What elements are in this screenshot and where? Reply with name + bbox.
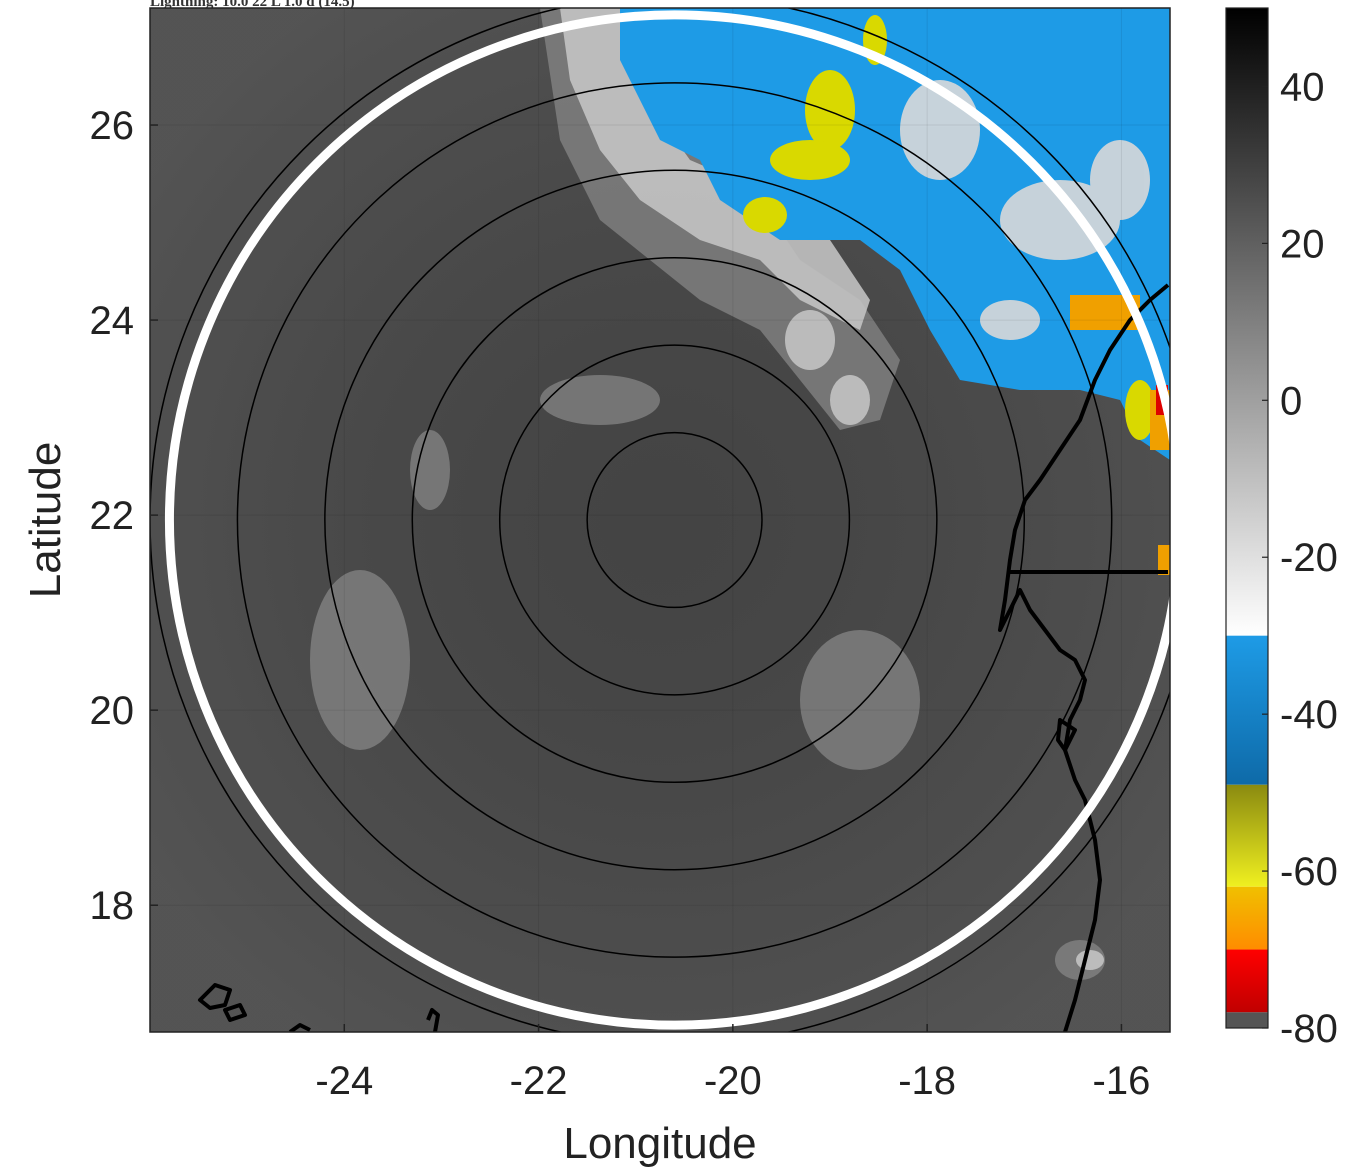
y-tick-label: 18 (90, 884, 135, 928)
x-tick-label: -18 (898, 1059, 956, 1103)
range-ring-3 (411, 256, 938, 784)
coastline (198, 283, 1170, 1032)
colorbar-tick-label: -60 (1280, 850, 1338, 894)
colorbar-tick-label: 40 (1280, 65, 1325, 109)
colorbar-segment-2 (1226, 784, 1268, 887)
x-axis: -24 -22 -20 -18 -16 (315, 1024, 1150, 1103)
colorbar-tick-label: -40 (1280, 693, 1338, 737)
x-tick-label: -22 (510, 1059, 568, 1103)
y-axis: 18 20 22 24 26 (90, 104, 158, 928)
range-ring-1 (586, 431, 763, 609)
colorbar-tick-label: -80 (1280, 1007, 1338, 1051)
y-tick-label: 26 (90, 104, 135, 148)
x-tick-label: -20 (704, 1059, 762, 1103)
y-tick-label: 24 (90, 299, 135, 343)
gridlines (150, 8, 1170, 1032)
colorbar-segment-3 (1226, 886, 1268, 950)
chart-caption: Lightning: 10.0 22 L 1.0 d (14.5) (150, 0, 355, 10)
colorbar-segment-0 (1226, 8, 1268, 636)
cold-cloud-blue (620, 8, 1170, 460)
range-ring-4 (324, 169, 1026, 871)
range-ring-5 (236, 82, 1113, 958)
colorbar-segment-1 (1226, 635, 1268, 785)
colorbar (1225, 7, 1269, 1029)
colorbar-segment-4 (1226, 949, 1268, 1013)
x-tick-label: -16 (1093, 1059, 1151, 1103)
plot-frame (149, 7, 1171, 1033)
y-tick-label: 22 (90, 494, 135, 538)
colorbar-frame (1225, 7, 1269, 1029)
range-ring-2 (498, 344, 851, 696)
y-axis-title: Latitude (21, 442, 70, 599)
x-tick-label: -24 (315, 1059, 373, 1103)
plot-area (150, 8, 1170, 1032)
colorbar-axis: 40 20 0 -20 -40 -60 -80 (1262, 65, 1338, 1051)
deep-convection-yellow (743, 15, 1155, 440)
y-tick-label: 20 (90, 689, 135, 733)
x-axis-title: Longitude (563, 1119, 756, 1168)
colorbar-tick-label: -20 (1280, 536, 1338, 580)
colorbar-tick-label: 20 (1280, 222, 1325, 266)
colorbar-tick-label: 0 (1280, 379, 1302, 423)
range-rings (150, 8, 1170, 1032)
outer-range-ring (165, 10, 1170, 1030)
overshooting-tops-orange (1070, 295, 1170, 575)
colorbar-segment-5 (1226, 1012, 1268, 1028)
